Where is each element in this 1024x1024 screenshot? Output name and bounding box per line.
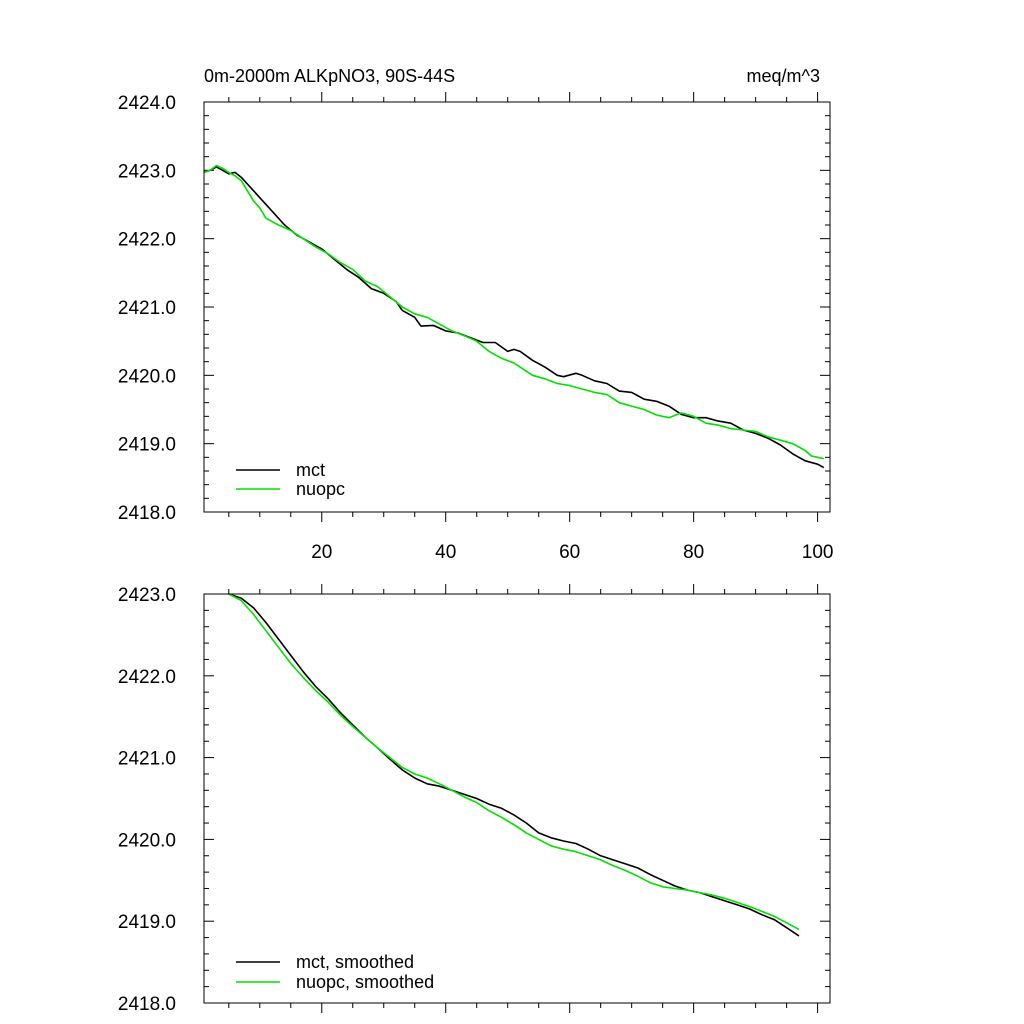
y-tick-label: 2423.0 (118, 585, 176, 606)
x-tick-label: 60 (559, 542, 580, 563)
legend-label: nuopc (296, 479, 345, 499)
series-line-nuopc (203, 164, 824, 460)
y-tick-label: 2418.0 (118, 503, 176, 524)
y-tick-label: 2421.0 (118, 749, 176, 770)
x-tick-label: 80 (683, 542, 704, 563)
series-line-nuopc-smoothed (228, 593, 800, 931)
bottom-chart-frame (203, 593, 831, 1004)
y-tick-label: 2419.0 (118, 912, 176, 933)
y-tick-label: 2420.0 (118, 366, 176, 387)
y-tick-label: 2419.0 (118, 435, 176, 456)
x-tick-label: 40 (435, 542, 456, 563)
bottom-chart-series (228, 593, 800, 937)
y-tick-label: 2422.0 (118, 230, 176, 251)
legend-label: mct (296, 460, 325, 480)
y-tick-label: 2422.0 (118, 667, 176, 688)
y-tick-label: 2420.0 (118, 830, 176, 851)
top-chart-units: meq/m^3 (747, 66, 820, 86)
legend-label: mct, smoothed (296, 952, 414, 972)
top-chart-frame (203, 101, 831, 513)
top-chart-series (203, 164, 825, 469)
top-chart-title: 0m-2000m ALKpNO3, 90S-44S (204, 66, 455, 86)
y-tick-label: 2424.0 (118, 93, 176, 114)
y-tick-label: 2423.0 (118, 161, 176, 182)
x-tick-label: 100 (802, 542, 834, 563)
x-tick-label: 20 (311, 542, 332, 563)
y-tick-label: 2418.0 (118, 994, 176, 1015)
series-line-mct-smoothed (228, 593, 800, 937)
series-line-mct (203, 166, 825, 469)
bottom-chart-axes: 2418.0 2419.0 2420.0 2421.0 2422.0 2423.0 (118, 584, 830, 1015)
top-chart-panel: 0m-2000m ALKpNO3, 90S-44S meq/m^3 2418.0… (118, 66, 834, 563)
y-tick-label: 2421.0 (118, 298, 176, 319)
bottom-chart-panel: 2418.0 2419.0 2420.0 2421.0 2422.0 2423.0 mct… (118, 584, 831, 1015)
legend-label: nuopc, smoothed (296, 972, 434, 992)
top-chart-axes: 2418.0 2419.0 2420.0 2421.0 2422.0 2423.0 2424… (118, 92, 834, 563)
